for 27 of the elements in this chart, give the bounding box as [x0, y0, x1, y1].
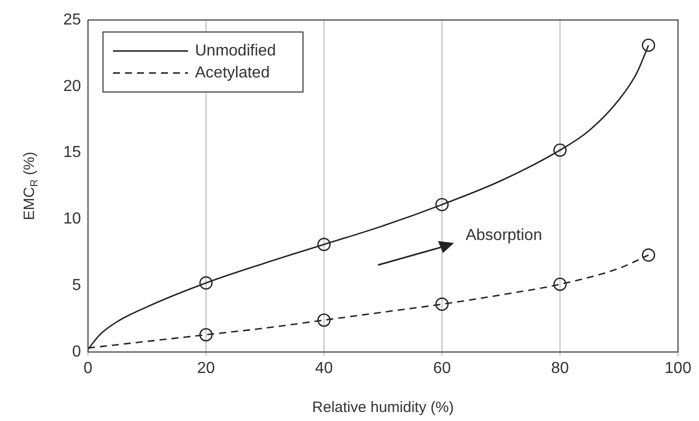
- point: [199, 276, 213, 290]
- legend-label: Acetylated: [195, 64, 270, 82]
- y-axis-title: EMCR (%): [21, 152, 40, 220]
- point: [317, 238, 331, 252]
- legend-label: Unmodified: [195, 42, 276, 60]
- annotation: Absorption: [466, 227, 542, 244]
- point: [553, 278, 567, 291]
- x-tick-label: 0: [84, 360, 93, 378]
- y-tick-label: 15: [63, 144, 82, 162]
- y-tick-label: 5: [72, 277, 82, 294]
- point: [317, 313, 331, 327]
- point: [642, 38, 656, 52]
- y-tick-label: 25: [63, 11, 82, 28]
- x-tick-label: 60: [433, 360, 451, 378]
- point: [642, 248, 656, 262]
- y-tick-label: 20: [63, 78, 82, 95]
- x-tick-label: 100: [664, 360, 692, 378]
- y-tick-label: 10: [63, 210, 82, 228]
- point: [199, 328, 213, 342]
- point: [553, 143, 567, 157]
- x-tick-label: 40: [315, 360, 333, 378]
- x-tick-label: 80: [551, 360, 569, 378]
- x-tick-label: 20: [197, 360, 215, 378]
- x-axis-title: Relative humidity (%): [312, 399, 454, 416]
- y-tick-label: 0: [72, 343, 82, 360]
- point: [435, 198, 449, 212]
- point: [435, 298, 449, 311]
